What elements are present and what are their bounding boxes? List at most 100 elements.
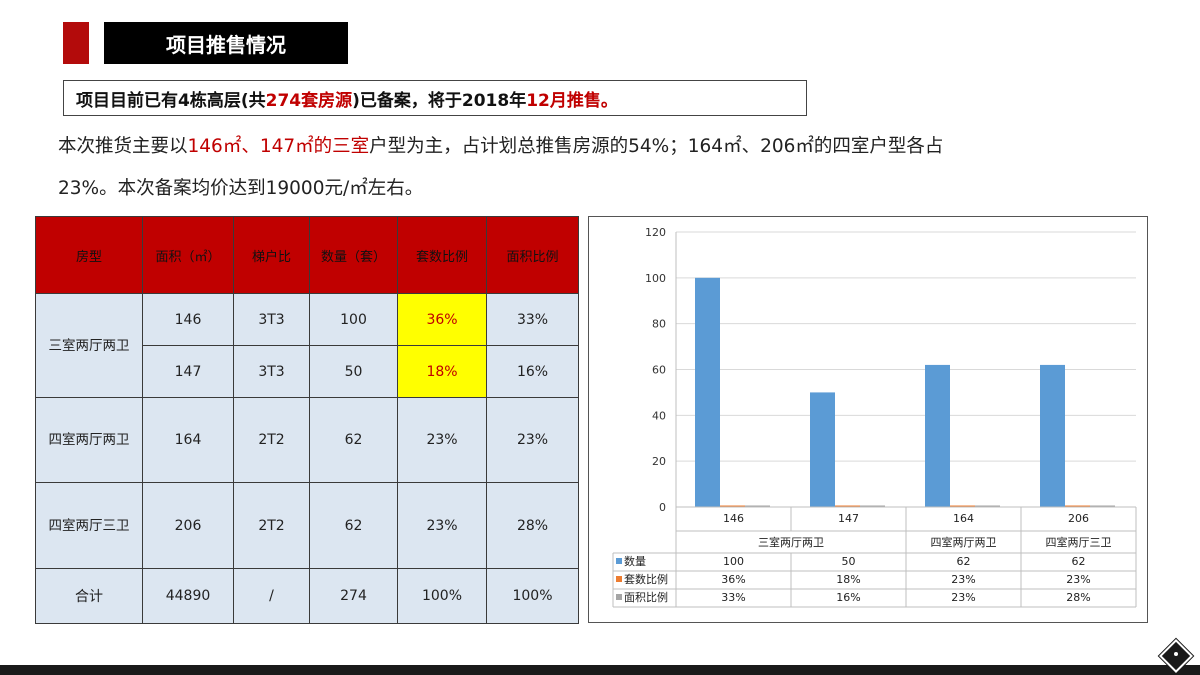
data-label: 33% <box>721 591 745 604</box>
diamond-dot-icon <box>1174 652 1178 656</box>
data-label: 16% <box>836 591 860 604</box>
header-accent-block <box>63 22 89 64</box>
chart-container: 0 20 40 60 80 100 120 三室两厅两卫 四室两厅两卫 四室两厅三卫 146 147 1… <box>588 216 1148 623</box>
legend-swatch <box>616 558 622 564</box>
bar <box>975 505 1000 507</box>
table-cell: 3T3 <box>233 345 310 398</box>
table-cell: 146 <box>142 293 234 346</box>
table-cell: 44890 <box>142 568 234 624</box>
table-cell-room-type: 四室两厅三卫 <box>35 482 143 569</box>
table-cell: 206 <box>142 482 234 569</box>
table-cell: 100 <box>309 293 398 346</box>
table-cell: 23% <box>486 397 579 483</box>
table-header-row: 房型 面积（㎡） 梯户比 数量（套） 套数比例 面积比例 <box>35 216 579 294</box>
table-cell: 2T2 <box>233 397 310 483</box>
x-tick-label: 206 <box>1068 512 1089 525</box>
table-cell: 100% <box>486 568 579 624</box>
bar <box>860 505 885 507</box>
table-cell: 合计 <box>35 568 143 624</box>
x-tick-label: 146 <box>723 512 744 525</box>
bar <box>1090 505 1115 507</box>
legend-label: 数量 <box>624 555 646 568</box>
subtitle-part2: 274套房源 <box>265 90 353 111</box>
legend-swatch <box>616 576 622 582</box>
table-row: 四室两厅三卫 206 2T2 62 23% 28% <box>35 482 579 569</box>
table-header-cell: 数量（套） <box>309 216 398 294</box>
table-header-cell: 房型 <box>35 216 143 294</box>
table-cell-highlight: 18% <box>397 345 487 398</box>
paragraph-line1: 本次推货主要以146㎡、147㎡的三室户型为主，占计划总推售房源的54%；164… <box>58 132 943 158</box>
group-label: 四室两厅三卫 <box>1046 535 1112 549</box>
data-label: 100 <box>723 555 744 568</box>
y-tick-label: 40 <box>652 409 666 422</box>
bar <box>835 505 860 507</box>
table-cell-highlight: 36% <box>397 293 487 346</box>
table-cell-room-type: 四室两厅两卫 <box>35 397 143 483</box>
table-cell: 23% <box>397 482 487 569</box>
legend-label: 面积比例 <box>624 590 668 604</box>
y-tick-label: 60 <box>652 364 666 377</box>
table-header-cell: 面积比例 <box>486 216 579 294</box>
table-cell: 3T3 <box>233 293 310 346</box>
data-label: 23% <box>1066 573 1090 586</box>
table-cell: 274 <box>309 568 398 624</box>
x-tick-label: 164 <box>953 512 974 525</box>
data-label: 23% <box>951 591 975 604</box>
table-header-cell: 套数比例 <box>397 216 487 294</box>
subtitle-box: 项目目前已有4栋高层(共 274套房源)已备案，将于2018年 12月推售。 <box>63 80 807 116</box>
bar <box>810 392 835 507</box>
table-cell: 147 <box>142 345 234 398</box>
y-tick-label: 20 <box>652 455 666 468</box>
table-row: 四室两厅两卫 164 2T2 62 23% 23% <box>35 397 579 483</box>
table-cell: 23% <box>397 397 487 483</box>
subtitle-part4: 12月推售。 <box>526 90 618 111</box>
footer-bar <box>0 665 1200 675</box>
page-title: 项目推售情况 <box>104 22 348 64</box>
data-label: 23% <box>951 573 975 586</box>
table-row: 三室两厅两卫 146 3T3 100 36% 33% <box>35 293 579 398</box>
table-cell: / <box>233 568 310 624</box>
y-tick-label: 80 <box>652 318 666 331</box>
legend-swatch <box>616 594 622 600</box>
y-tick-label: 0 <box>659 501 666 514</box>
table-cell-room-type: 三室两厅两卫 <box>35 293 143 398</box>
paragraph-line2: 23%。本次备案均价达到19000元/㎡左右。 <box>58 178 424 199</box>
subtitle-part1: 项目目前已有4栋高层(共 <box>76 90 266 111</box>
bar <box>695 277 720 507</box>
paragraph-line1-b: 146㎡、147㎡的三室 <box>187 136 370 157</box>
bar <box>720 505 745 507</box>
table-cell: 62 <box>309 482 398 569</box>
y-tick-label: 120 <box>645 226 666 239</box>
table-cell: 50 <box>309 345 398 398</box>
table-cell: 28% <box>486 482 579 569</box>
bar <box>745 505 770 507</box>
bar <box>1065 505 1090 507</box>
bar-chart: 0 20 40 60 80 100 120 三室两厅两卫 四室两厅两卫 四室两厅三卫 146 147 1… <box>612 226 1137 608</box>
table-cell: 100% <box>397 568 487 624</box>
table-header-cell: 梯户比 <box>233 216 310 294</box>
bar <box>925 364 950 507</box>
data-label: 18% <box>836 573 860 586</box>
table-cell: 33% <box>486 293 579 346</box>
bar <box>1040 364 1065 507</box>
table-total-row: 合计 44890 / 274 100% 100% <box>35 568 579 624</box>
table-row: 147 3T3 50 18% 16% <box>36 345 579 398</box>
data-label: 28% <box>1066 591 1090 604</box>
y-tick-label: 100 <box>645 272 666 285</box>
group-label: 三室两厅两卫 <box>758 535 824 549</box>
table-cell: 2T2 <box>233 482 310 569</box>
bar <box>950 505 975 507</box>
table-cell: 164 <box>142 397 234 483</box>
table-cell: 62 <box>309 397 398 483</box>
table-header-cell: 面积（㎡） <box>142 216 234 294</box>
data-label: 36% <box>721 573 745 586</box>
paragraph-line1-a: 本次推货主要以 <box>58 136 188 157</box>
legend-label: 套数比例 <box>624 572 668 586</box>
unit-type-table: 房型 面积（㎡） 梯户比 数量（套） 套数比例 面积比例 三室两厅两卫 146 … <box>35 216 579 624</box>
x-tick-label: 147 <box>838 512 859 525</box>
paragraph-line1-c: 户型为主，占计划总推售房源的54%；164㎡、206㎡的四室户型各占 <box>369 136 944 157</box>
data-label: 62 <box>1072 555 1086 568</box>
table-cell: 16% <box>486 345 579 398</box>
group-label: 四室两厅两卫 <box>931 535 997 549</box>
subtitle-part3: )已备案，将于2018年 <box>352 90 527 111</box>
